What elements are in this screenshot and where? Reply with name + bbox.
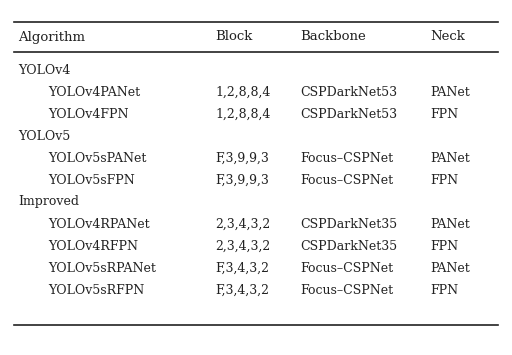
Text: YOLOv5sRFPN: YOLOv5sRFPN xyxy=(48,284,144,296)
Text: F,3,4,3,2: F,3,4,3,2 xyxy=(215,262,269,274)
Text: CSPDarkNet35: CSPDarkNet35 xyxy=(300,240,397,252)
Text: Focus–CSPNet: Focus–CSPNet xyxy=(300,262,393,274)
Text: CSPDarkNet53: CSPDarkNet53 xyxy=(300,86,397,98)
Text: CSPDarkNet53: CSPDarkNet53 xyxy=(300,108,397,120)
Text: Focus–CSPNet: Focus–CSPNet xyxy=(300,152,393,164)
Text: Algorithm: Algorithm xyxy=(18,31,85,44)
Text: FPN: FPN xyxy=(430,284,458,296)
Text: Backbone: Backbone xyxy=(300,31,366,44)
Text: PANet: PANet xyxy=(430,218,470,230)
Text: FPN: FPN xyxy=(430,174,458,186)
Text: Focus–CSPNet: Focus–CSPNet xyxy=(300,174,393,186)
Text: PANet: PANet xyxy=(430,152,470,164)
Text: YOLOv5sRPANet: YOLOv5sRPANet xyxy=(48,262,156,274)
Text: F,3,9,9,3: F,3,9,9,3 xyxy=(215,174,269,186)
Text: 2,3,4,3,2: 2,3,4,3,2 xyxy=(215,218,270,230)
Text: YOLOv5sFPN: YOLOv5sFPN xyxy=(48,174,135,186)
Text: 2,3,4,3,2: 2,3,4,3,2 xyxy=(215,240,270,252)
Text: Improved: Improved xyxy=(18,196,79,208)
Text: F,3,9,9,3: F,3,9,9,3 xyxy=(215,152,269,164)
Text: FPN: FPN xyxy=(430,108,458,120)
Text: Neck: Neck xyxy=(430,31,465,44)
Text: YOLOv4RPANet: YOLOv4RPANet xyxy=(48,218,150,230)
Text: FPN: FPN xyxy=(430,240,458,252)
Text: YOLOv4RFPN: YOLOv4RFPN xyxy=(48,240,138,252)
Text: 1,2,8,8,4: 1,2,8,8,4 xyxy=(215,108,270,120)
Text: Focus–CSPNet: Focus–CSPNet xyxy=(300,284,393,296)
Text: 1,2,8,8,4: 1,2,8,8,4 xyxy=(215,86,270,98)
Text: F,3,4,3,2: F,3,4,3,2 xyxy=(215,284,269,296)
Text: YOLOv5sPANet: YOLOv5sPANet xyxy=(48,152,146,164)
Text: Block: Block xyxy=(215,31,252,44)
Text: YOLOv4PANet: YOLOv4PANet xyxy=(48,86,140,98)
Text: PANet: PANet xyxy=(430,86,470,98)
Text: YOLOv4FPN: YOLOv4FPN xyxy=(48,108,129,120)
Text: CSPDarkNet35: CSPDarkNet35 xyxy=(300,218,397,230)
Text: YOLOv5: YOLOv5 xyxy=(18,130,70,142)
Text: PANet: PANet xyxy=(430,262,470,274)
Text: YOLOv4: YOLOv4 xyxy=(18,64,70,76)
